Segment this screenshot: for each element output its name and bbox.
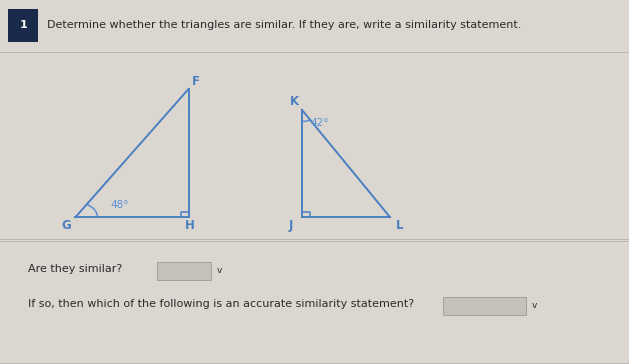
Text: G: G — [61, 219, 71, 232]
Text: H: H — [185, 219, 195, 232]
FancyBboxPatch shape — [8, 9, 38, 42]
Text: Determine whether the triangles are similar. If they are, write a similarity sta: Determine whether the triangles are simi… — [47, 20, 521, 31]
Text: 48°: 48° — [110, 200, 128, 210]
Text: If so, then which of the following is an accurate similarity statement?: If so, then which of the following is an… — [28, 299, 415, 309]
Text: v: v — [532, 301, 537, 310]
Text: 1: 1 — [19, 20, 27, 31]
Text: Are they similar?: Are they similar? — [28, 264, 123, 274]
Text: v: v — [217, 266, 223, 275]
Text: F: F — [192, 75, 200, 88]
Text: J: J — [289, 219, 292, 232]
Text: K: K — [290, 95, 299, 108]
FancyBboxPatch shape — [443, 297, 526, 315]
Text: L: L — [396, 219, 403, 232]
FancyBboxPatch shape — [157, 262, 211, 280]
Text: 42°: 42° — [311, 118, 329, 128]
